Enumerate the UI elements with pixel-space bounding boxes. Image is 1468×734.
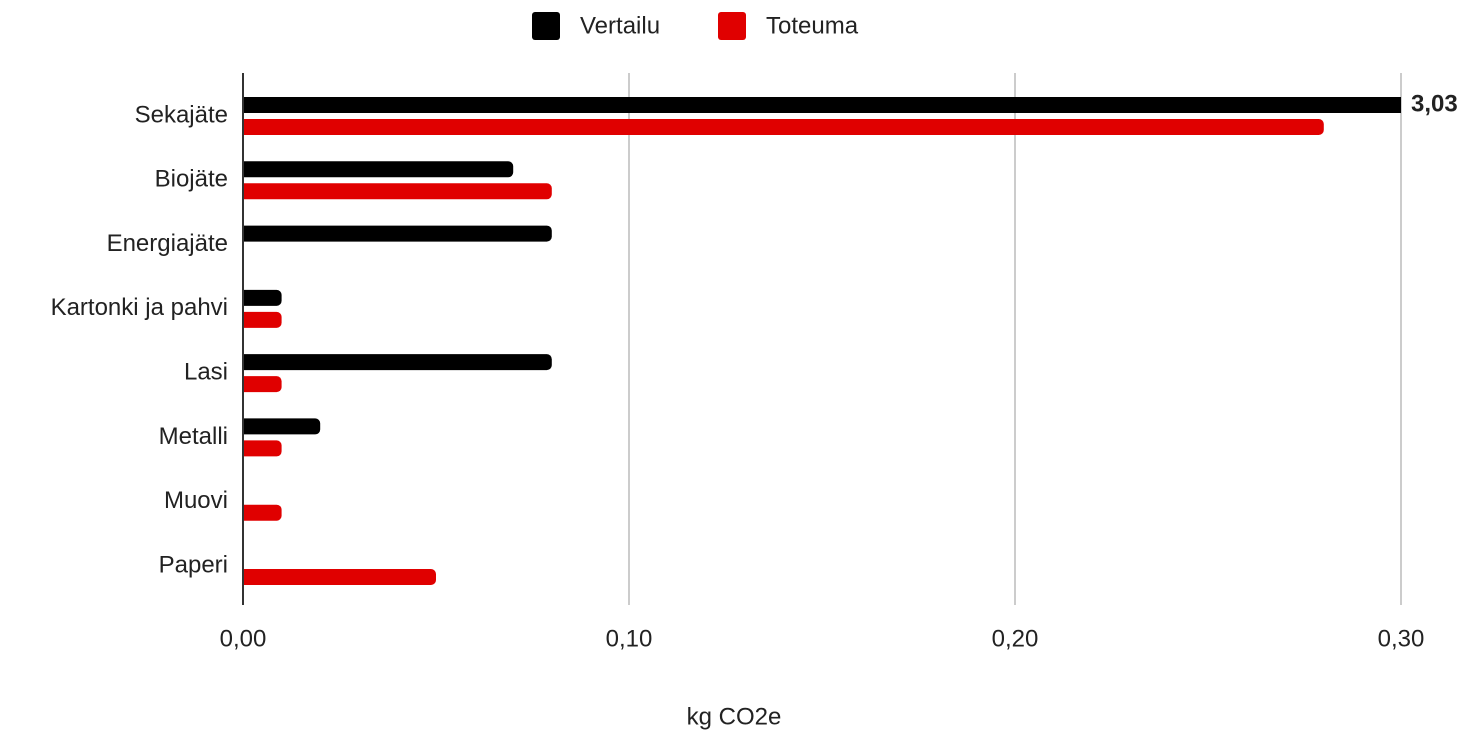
x-tick-label: 0,20 xyxy=(992,625,1039,652)
legend-swatch xyxy=(718,12,746,40)
bar xyxy=(243,354,552,371)
x-tick-label: 0,00 xyxy=(220,625,267,652)
bar xyxy=(243,311,282,328)
labels: 0,00 0,10 0,20 0,30 Sekajäte 3,03 Biojäte Energ… xyxy=(51,12,1458,652)
x-tick-label: 0,30 xyxy=(1378,625,1425,652)
bar xyxy=(243,119,1324,135)
y-tick-label: Metalli xyxy=(159,423,228,450)
bar xyxy=(243,183,552,200)
y-tick-label: Biojäte xyxy=(155,166,228,193)
y-tick-label: Energiajäte xyxy=(107,230,228,257)
y-tick-label: Kartonki ja pahvi xyxy=(51,294,228,321)
bar xyxy=(243,440,282,457)
bars xyxy=(243,97,1401,585)
value-label: 3,03 xyxy=(1411,90,1458,117)
y-tick-label: Paperi xyxy=(159,551,228,578)
bar xyxy=(243,569,436,585)
y-tick-label: Sekajäte xyxy=(135,101,228,128)
y-tick-label: Lasi xyxy=(184,358,228,385)
bar xyxy=(243,225,552,242)
x-axis-title: kg CO2e xyxy=(687,703,782,730)
bar xyxy=(243,289,282,306)
legend-label: Vertailu xyxy=(580,12,660,39)
grid xyxy=(242,73,1402,605)
bar xyxy=(243,504,282,521)
legend-swatch xyxy=(532,12,560,40)
bar xyxy=(243,161,514,178)
legend-label: Toteuma xyxy=(766,12,859,39)
x-tick-label: 0,10 xyxy=(606,625,653,652)
bar xyxy=(243,376,282,393)
y-tick-label: Muovi xyxy=(164,487,228,514)
bar xyxy=(243,97,1401,113)
bar xyxy=(243,418,321,435)
